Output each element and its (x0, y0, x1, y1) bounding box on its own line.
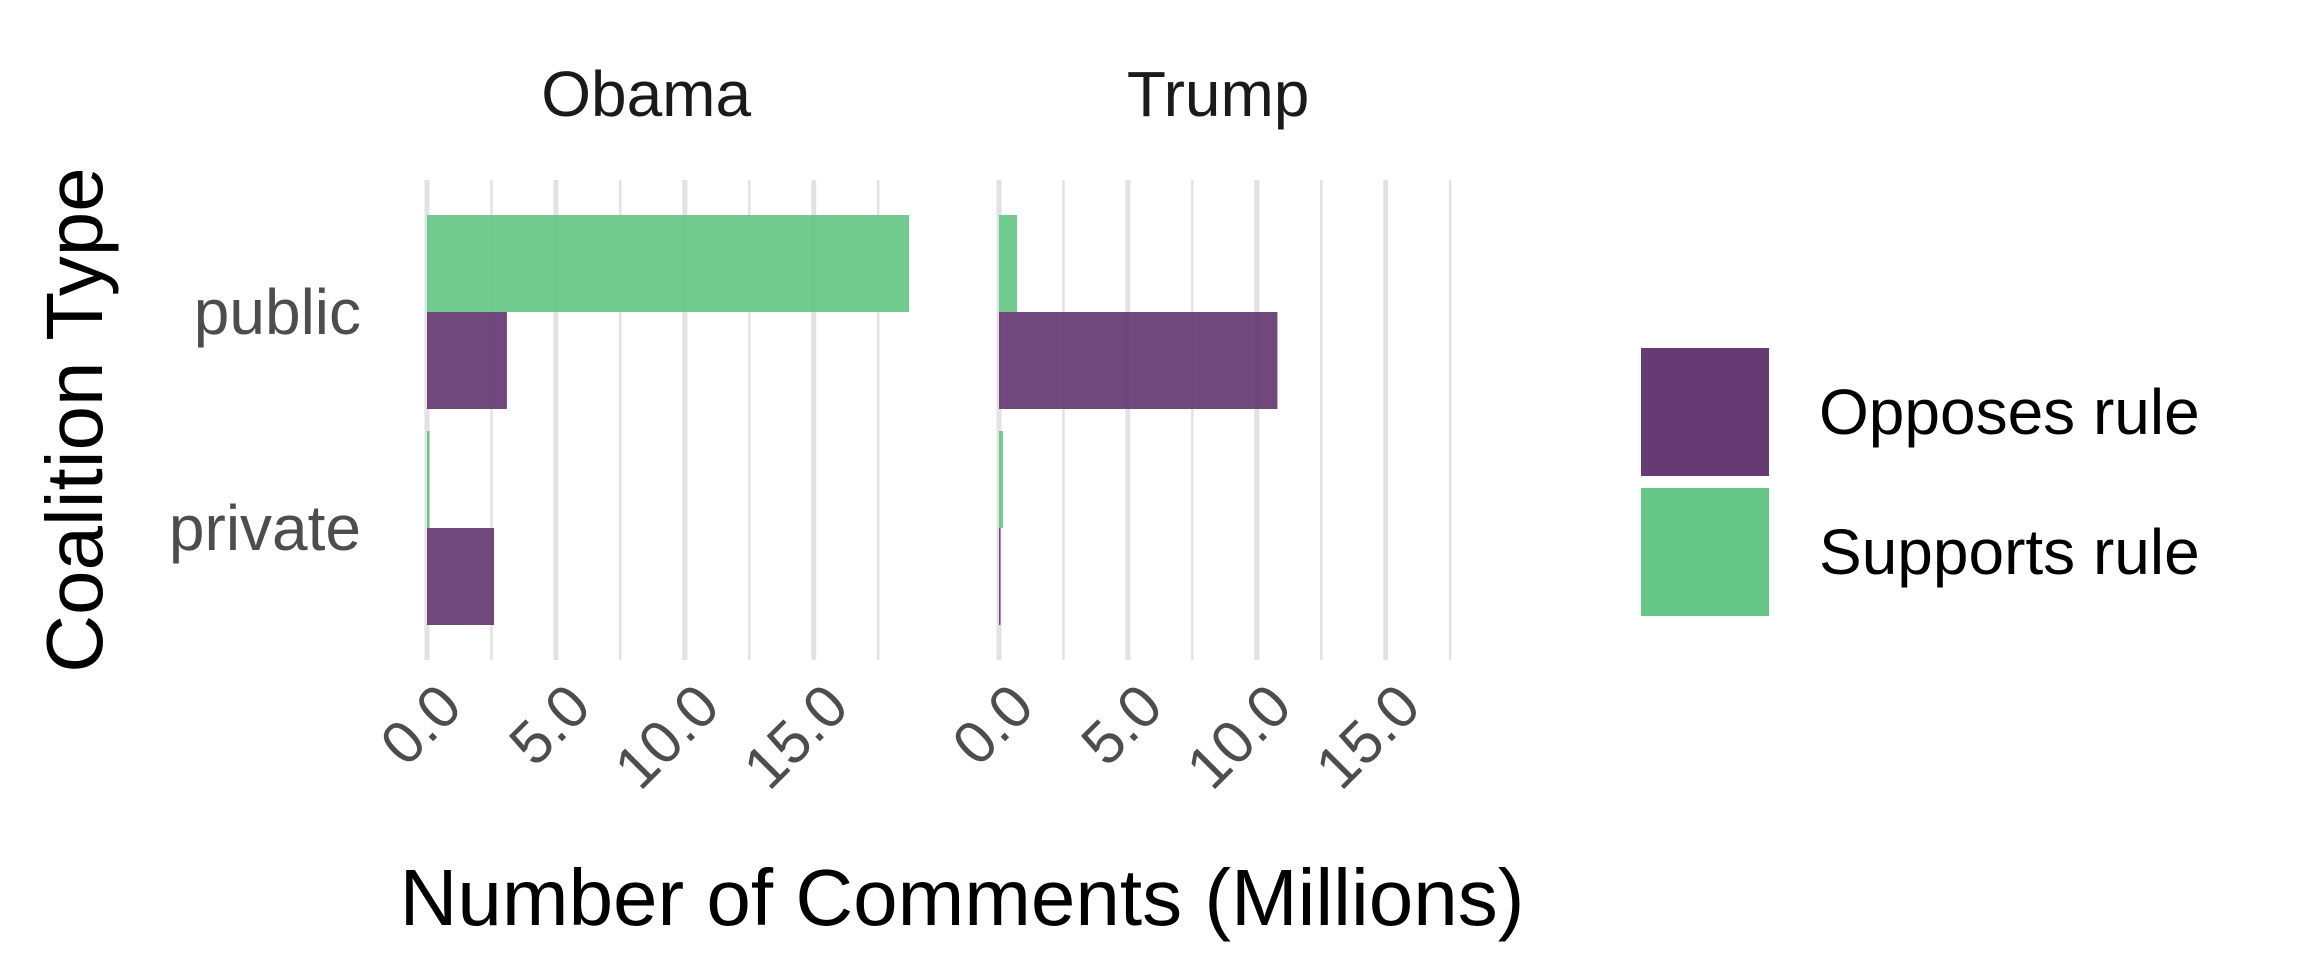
trump-x-tick-label-0: 0.0 (940, 672, 1046, 778)
y-tick-label-private: private (169, 492, 361, 564)
obama-panel-title: Obama (541, 58, 751, 130)
obama-x-tick-label-1: 5.0 (496, 672, 602, 778)
trump-bar-opposes-rule-private (999, 528, 1001, 625)
trump-bar-supports-rule-public (999, 215, 1018, 312)
legend: Opposes rule Supports rule (1641, 348, 2200, 616)
legend-key-opposes-rule (1641, 348, 1769, 476)
obama-bar-supports-rule-public (427, 215, 910, 312)
trump-x-tick-label-2: 10.0 (1174, 672, 1304, 802)
obama-x-tick-label-0: 0.0 (368, 672, 474, 778)
x-axis-title: Number of Comments (Millions) (400, 853, 1525, 942)
trump-bar-supports-rule-private (999, 431, 1003, 528)
legend-label-opposes-rule: Opposes rule (1819, 376, 2200, 448)
obama-x-tick-label-2: 10.0 (602, 672, 732, 802)
y-axis-title: Coalition Type (30, 167, 119, 673)
legend-key-supports-rule (1641, 488, 1769, 616)
trump-bar-opposes-rule-public (999, 312, 1278, 409)
trump-panel-title: Trump (1127, 58, 1310, 130)
obama-x-tick-label-3: 15.0 (731, 672, 861, 802)
bar-layer (427, 215, 1278, 625)
trump-x-tick-label-1: 5.0 (1068, 672, 1174, 778)
legend-label-supports-rule: Supports rule (1819, 516, 2200, 588)
obama-bar-opposes-rule-private (427, 528, 495, 625)
y-tick-label-public: public (194, 276, 361, 348)
trump-x-tick-label-3: 15.0 (1303, 672, 1433, 802)
obama-bar-supports-rule-private (427, 431, 430, 528)
obama-bar-opposes-rule-public (427, 312, 507, 409)
